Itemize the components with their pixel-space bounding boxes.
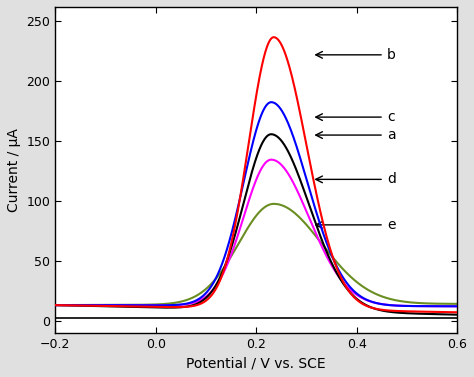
Text: a: a — [316, 128, 395, 142]
Text: d: d — [316, 172, 396, 186]
Text: e: e — [316, 218, 395, 232]
Y-axis label: Current / μA: Current / μA — [7, 128, 21, 212]
Text: c: c — [316, 110, 394, 124]
Text: b: b — [316, 48, 396, 62]
X-axis label: Potential / V vs. SCE: Potential / V vs. SCE — [186, 356, 326, 370]
